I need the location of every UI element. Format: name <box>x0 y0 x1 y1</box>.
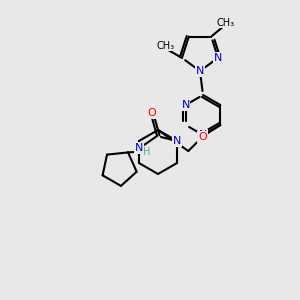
Text: N: N <box>199 130 207 140</box>
Text: N: N <box>214 53 222 63</box>
Text: O: O <box>198 132 207 142</box>
Text: N: N <box>182 100 190 110</box>
Text: H: H <box>143 147 151 157</box>
Text: CH₃: CH₃ <box>216 18 234 28</box>
Text: N: N <box>196 66 204 76</box>
Text: O: O <box>148 108 156 118</box>
Text: N: N <box>135 143 143 153</box>
Text: CH₃: CH₃ <box>157 41 175 51</box>
Text: N: N <box>173 136 181 146</box>
